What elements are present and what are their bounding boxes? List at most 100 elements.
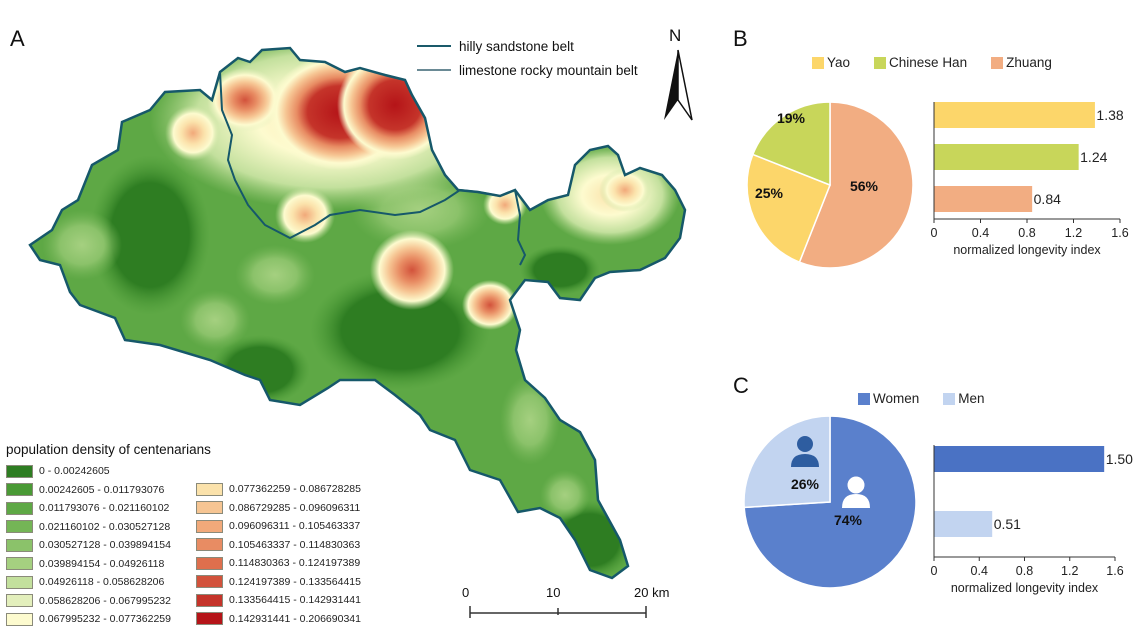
bar-value-label: 1.24 [1080,149,1107,165]
density-legend-item: 0.058628206 - 0.067995232 [6,592,171,611]
legend-range-label: 0.105463337 - 0.114830363 [229,538,361,551]
pie-slice-chinese-han [751,101,831,187]
x-axis-title: normalized longevity index [953,243,1101,257]
pie-label: 19% [777,110,806,126]
pie-label: 74% [834,512,863,528]
legend-label: hilly sandstone belt [459,38,574,54]
x-tick-label: 0 [931,564,938,578]
density-legend-item: 0.00242605 - 0.011793076 [6,481,171,500]
legend-swatch [812,56,824,69]
density-legend-item: 0.067995232 - 0.077362259 [6,610,171,629]
legend-label: Zhuang [1006,55,1052,70]
density-legend-column-1: 0 - 0.00242605 0.00242605 - 0.011793076 0.… [6,462,171,629]
legend-range-label: 0.096096311 - 0.105463337 [229,520,361,533]
legend-range-label: 0.021160102 - 0.030527128 [39,520,171,533]
legend-swatch [6,520,33,534]
legend-range-label: 0.086729285 - 0.096096311 [229,501,361,514]
panel-label-c: C [733,373,749,398]
scale-tick-0: 0 [462,585,470,600]
x-tick-label: 1.6 [1111,226,1128,240]
bar-yao [934,102,1095,128]
hilly-sandstone-belt-boundary [219,71,527,266]
legend-range-label: 0.114830363 - 0.124197389 [229,557,361,570]
legend-range-label: 0.077362259 - 0.086728285 [229,483,361,496]
x-axis-title: normalized longevity index [951,581,1099,595]
bar-value-label: 1.38 [1096,107,1123,123]
bar-zhuang [934,186,1033,212]
legend-swatch [943,392,956,405]
panel-label-a: A [10,26,25,51]
legend-swatch [6,538,33,552]
x-tick-label: 0.4 [971,564,988,578]
density-legend-item: 0.114830363 - 0.124197389 [196,554,361,573]
legend-swatch [6,464,33,478]
scale-tick-10: 10 [546,585,561,600]
x-tick-label: 0.8 [1016,564,1033,578]
legend-swatch [6,612,33,626]
density-legend-item: 0 - 0.00242605 [6,462,171,481]
legend-range-label: 0.133564415 - 0.142931441 [229,594,361,607]
legend-range-label: 0 - 0.00242605 [39,465,110,478]
legend-swatch [196,593,223,607]
density-legend-item: 0.021160102 - 0.030527128 [6,518,171,537]
legend-swatch [196,612,223,626]
bar-chinese-han [934,144,1079,170]
light-line-icon [417,69,451,71]
x-tick-label: 1.2 [1065,226,1082,240]
legend-swatch [196,538,223,552]
x-tick-label: 0.4 [972,226,989,240]
pie-label: 56% [850,178,879,194]
legend-range-label: 0.00242605 - 0.011793076 [39,483,165,496]
legend-swatch [6,594,33,608]
legend-range-label: 0.030527128 - 0.039894154 [39,539,171,552]
density-legend-item: 0.039894154 - 0.04926118 [6,555,171,574]
density-legend-item: 0.133564415 - 0.142931441 [196,591,361,610]
legend-label: Women [873,391,920,406]
north-label: N [669,26,682,45]
legend-range-label: 0.067995232 - 0.077362259 [39,613,171,626]
legend-swatch [6,501,33,515]
legend-label: Men [958,391,985,406]
pie-slice-zhuang [798,101,914,269]
dark-line-icon [417,45,451,47]
legend-swatch [874,56,887,69]
legend-item-women: Women [858,391,919,406]
legend-swatch [196,556,223,570]
legend-label: Chinese Han [889,55,968,70]
bar-men [934,511,993,537]
density-legend-item: 0.105463337 - 0.114830363 [196,536,361,555]
legend-range-label: 0.039894154 - 0.04926118 [39,557,165,570]
density-legend-item: 0.124197389 - 0.133564415 [196,573,361,592]
legend-item-chinese-han: Chinese Han [874,55,967,70]
x-tick-label: 1.2 [1061,564,1078,578]
density-legend-item: 0.04926118 - 0.058628206 [6,573,171,592]
legend-swatch [991,56,1004,69]
density-legend-item: 0.096096311 - 0.105463337 [196,517,361,536]
legend-item-yao: Yao [812,55,850,70]
sex-legend: Women Men [858,391,1009,406]
bar-women [934,446,1105,472]
legend-label: Yao [827,55,851,70]
scale-tick-20: 20 km [634,585,670,600]
legend-swatch [6,483,33,497]
legend-swatch [858,392,870,405]
woman-icon-body [842,494,870,508]
legend-range-label: 0.011793076 - 0.021160102 [39,502,170,515]
legend-item-limestone: limestone rocky mountain belt [417,58,638,82]
legend-item-zhuang: Zhuang [991,55,1052,70]
man-icon-body [791,454,819,467]
bar-value-label: 1.50 [1106,451,1133,467]
x-tick-label: 0.8 [1018,226,1035,240]
pie-label: 25% [755,185,784,201]
legend-range-label: 0.04926118 - 0.058628206 [39,576,165,589]
legend-swatch [196,519,223,533]
legend-swatch [196,501,223,515]
north-arrow-icon [664,49,693,121]
density-legend-item: 0.086729285 - 0.096096311 [196,499,361,518]
scale-line [469,606,647,618]
ethnicity-legend: Yao Chinese Han Zhuang [812,55,1076,70]
legend-item-hilly-sandstone: hilly sandstone belt [417,34,638,58]
x-tick-label: 0 [931,226,938,240]
legend-range-label: 0.142931441 - 0.206690341 [229,612,361,625]
